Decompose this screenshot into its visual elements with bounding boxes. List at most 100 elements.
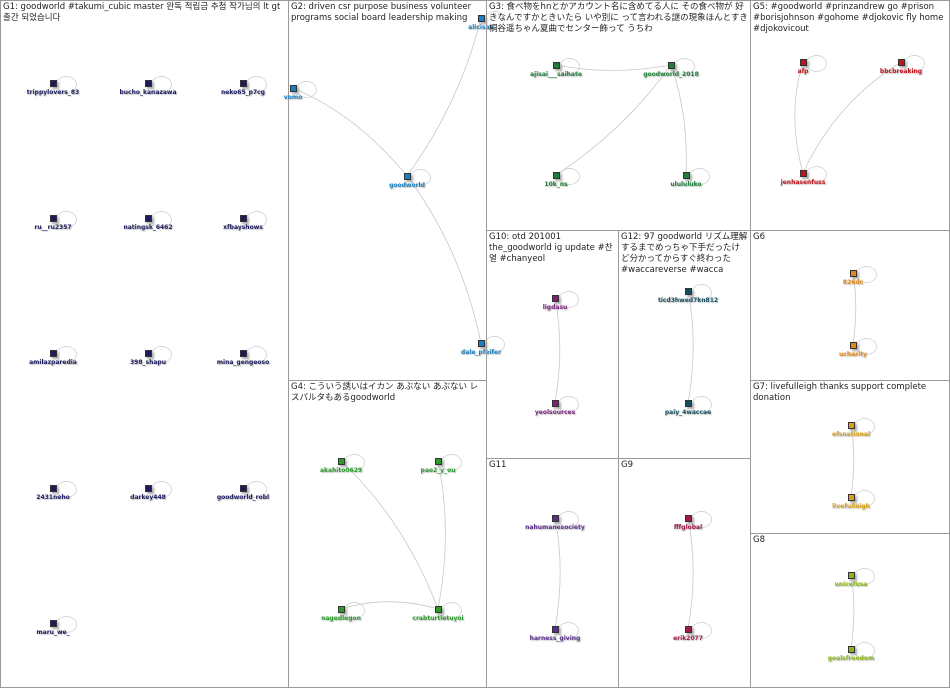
edge: [670, 64, 687, 176]
node-label: erik2077: [673, 635, 703, 642]
self-loop: [56, 616, 77, 633]
group-panel: G3: 食べ物をhnとかアカウント名に含めてる人に その食べ物が 好きなんですか…: [486, 0, 751, 231]
node-label: ticd3hwed7kn812: [657, 297, 719, 304]
node-icon: [290, 85, 297, 92]
group-panel: G10: otd 201001 the_goodworld ig update …: [486, 230, 619, 459]
self-loop: [854, 568, 875, 585]
self-loop: [691, 284, 712, 301]
self-loop: [344, 602, 365, 619]
node-label: ulululuko: [670, 181, 702, 188]
node-label: darkey448: [130, 494, 166, 501]
self-loop: [691, 396, 712, 413]
node-label: amilazparedia: [29, 359, 77, 366]
node-icon: [685, 626, 692, 633]
node-icon: [848, 494, 855, 501]
group-title: G8: [753, 535, 765, 545]
self-loop: [806, 166, 827, 183]
node-label: xfbayshows: [223, 224, 263, 231]
group-panel: G1: goodworld #takumi_cubic master 완독 적립…: [0, 0, 289, 688]
node-icon: [850, 342, 857, 349]
self-loop: [246, 76, 267, 93]
node-icon: [50, 350, 57, 357]
node-label: 10k_ns: [544, 181, 568, 188]
self-loop: [854, 490, 875, 507]
self-loop: [344, 454, 365, 471]
node-label: 2431neho: [36, 494, 70, 501]
node-label: 398_shapu: [130, 359, 166, 366]
self-loop: [558, 511, 579, 528]
node-icon: [848, 646, 855, 653]
edge: [794, 61, 804, 174]
edge: [687, 517, 694, 630]
node-label: natingsk_6462: [123, 224, 173, 231]
node-label: mina_gengeoso: [216, 359, 270, 366]
node-icon: [668, 62, 675, 69]
self-loop: [854, 418, 875, 435]
node-label: fffglobal: [673, 524, 703, 531]
node-label: crabturtletuyoi: [412, 615, 464, 622]
node-label: unicefusa: [834, 581, 868, 588]
node-icon: [685, 288, 692, 295]
node-label: maru_we_: [36, 629, 70, 636]
node-icon: [404, 173, 411, 180]
self-loop: [559, 168, 580, 185]
group-title: G1: goodworld #takumi_cubic master 완독 적립…: [3, 2, 281, 23]
edge: [687, 290, 694, 404]
node-icon: [552, 400, 559, 407]
group-title: G6: [753, 232, 765, 242]
node-icon: [553, 62, 560, 69]
node-label: pao2_y_ou: [420, 467, 456, 474]
self-loop: [559, 58, 580, 75]
node-icon: [552, 626, 559, 633]
node-icon: [435, 458, 442, 465]
group-title: G9: [621, 460, 633, 470]
self-loop: [151, 481, 172, 498]
group-title: G11: [489, 460, 507, 470]
node-icon: [50, 215, 57, 222]
group-panel: G12: 97 goodworld リズム理解するまでめっちゃ下手だったけど分か…: [618, 230, 751, 459]
self-loop: [856, 338, 877, 355]
self-loop: [151, 211, 172, 228]
group-panel: G6: [750, 230, 950, 381]
node-label: neko65_p7cg: [221, 89, 265, 96]
node-label: vomo: [283, 94, 303, 101]
node-icon: [338, 606, 345, 613]
group-panel: G11: [486, 458, 619, 688]
edge: [340, 460, 439, 610]
group-title: G3: 食べ物をhnとかアカウント名に含めてる人に その食べ物が 好きなんですか…: [489, 2, 748, 34]
node-label: ligdasu: [542, 304, 568, 311]
node-icon: [50, 485, 57, 492]
node-label: nahumanesociety: [525, 524, 585, 531]
self-loop: [558, 291, 579, 308]
node-label: yeolsources: [534, 409, 576, 416]
self-loop: [410, 169, 431, 186]
node-label: 826dc: [842, 279, 864, 286]
self-loop: [689, 168, 710, 185]
group-title: G2: driven csr purpose business voluntee…: [291, 2, 472, 23]
edge: [850, 424, 855, 498]
node-label: goodworld_2018: [643, 71, 699, 78]
edge: [554, 517, 561, 630]
node-label: goalsfreedom: [827, 655, 875, 662]
self-loop: [151, 346, 172, 363]
node-icon: [50, 620, 57, 627]
edge: [340, 601, 439, 610]
group-panel: G4: こういう誘いはイカン あぶない あぶない レ スパルタもあるgoodwo…: [288, 380, 487, 688]
node-icon: [800, 59, 807, 66]
node-label: goodworld: [389, 182, 425, 189]
self-loop: [296, 81, 317, 98]
edge: [406, 175, 482, 344]
group-title: G10: otd 201001 the_goodworld ig update …: [489, 232, 613, 264]
node-label: efsnational: [832, 431, 870, 438]
group-panel: G7: livefulleigh thanks support complete…: [750, 380, 950, 534]
node-label: bucho_kanazawa: [119, 89, 177, 96]
group-title: G4: こういう誘いはイカン あぶない あぶない レ スパルタもあるgoodwo…: [291, 382, 479, 403]
node-label: livefulleigh: [832, 503, 870, 510]
node-icon: [240, 80, 247, 87]
group-panel: G5: #goodworld #prinzandrew go #prison #…: [750, 0, 950, 231]
node-icon: [898, 59, 905, 66]
self-loop: [441, 454, 462, 471]
node-label: ru__ru2357: [34, 224, 72, 231]
